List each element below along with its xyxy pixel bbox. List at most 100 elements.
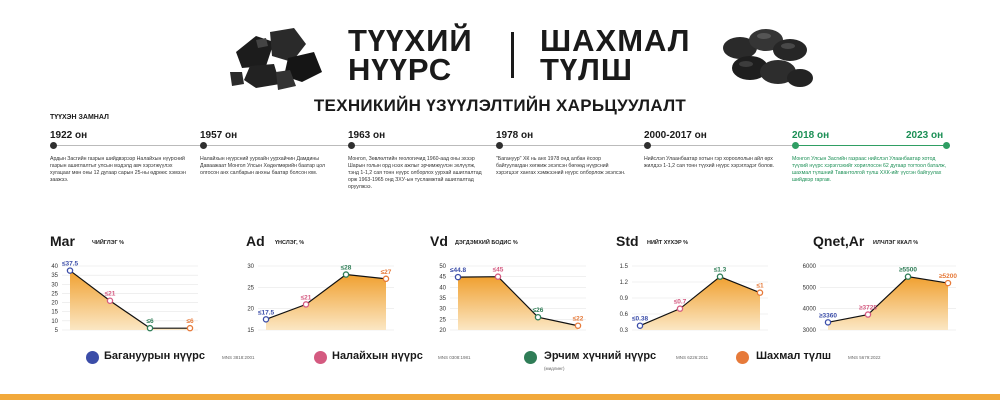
y-tick-label: 5: [55, 328, 59, 334]
legend-label-briquette: Шахмал түлш: [756, 350, 832, 362]
chart-title-ad: Ad: [246, 233, 265, 249]
data-point: [716, 273, 724, 280]
y-tick-label: 40: [439, 285, 446, 291]
data-label: ≤26: [533, 307, 544, 314]
data-point: [864, 311, 872, 318]
legend-extra-energy: (мидлинг): [544, 366, 565, 371]
timeline-text-1963: Монгол, Зөвлөлтийн геологичид 1960-аад о…: [348, 156, 482, 190]
y-tick-label: 45: [439, 275, 446, 281]
chart-subtitle-ad: ҮНСЛЭГ, %: [275, 240, 305, 246]
data-point: [342, 271, 350, 278]
data-label: ≤6: [186, 318, 194, 325]
y-tick-label: 25: [439, 317, 446, 323]
data-point: [66, 267, 74, 274]
y-tick-label: 15: [247, 328, 254, 334]
data-point: [756, 289, 764, 296]
y-tick-label: 6000: [803, 264, 817, 270]
chart-subtitle-qnet: ИЛЧЛЭГ ККАЛ %: [873, 240, 919, 246]
data-point: [534, 313, 542, 321]
data-label: ≤45: [493, 267, 504, 274]
series-line: [457, 276, 579, 327]
data-label: ≤21: [301, 294, 312, 301]
legend-dot-briquette: [736, 351, 749, 364]
y-tick-label: 0.9: [620, 296, 629, 302]
data-point: [302, 301, 310, 308]
chart-title-mar: Mar: [50, 233, 75, 249]
y-tick-label: 20: [439, 328, 446, 334]
series-area: [70, 270, 190, 330]
legend-label-energy: Эрчим хүчний нүүрс: [544, 350, 657, 362]
y-tick-label: 30: [247, 264, 254, 270]
y-tick-label: 1.2: [620, 280, 629, 286]
y-tick-label: 3000: [803, 328, 817, 334]
y-tick-label: 1.5: [620, 264, 629, 270]
y-tick-label: 35: [439, 296, 446, 302]
legend-dot-nalaikh: [314, 351, 327, 364]
raw-coal-title: ТҮҮХИЙ НҮҮРС: [348, 23, 473, 87]
data-label: ≤28: [341, 265, 352, 272]
y-tick-label: 20: [247, 307, 254, 313]
chart-std: 0.3 0.6 0.9 1.2 1.5 ≤0.38 ≤0.7 ≤1.3 ≤1: [620, 264, 768, 334]
timeline-year-2018: 2018 он: [792, 130, 830, 141]
briquette-image: [723, 29, 813, 87]
data-point: [676, 305, 684, 312]
data-label: ≤37.5: [62, 261, 79, 268]
data-point: [262, 316, 270, 323]
chart-subtitle-vd: ДЭГДЭМХИЙ БОДИС %: [455, 240, 518, 246]
series-line: [265, 273, 387, 320]
data-point: [904, 273, 912, 280]
timeline-dot: [943, 142, 950, 149]
data-label: ≤6: [146, 318, 154, 325]
chart-ad: 15 20 25 30 ≤17.5 ≤21 ≤28 ≤27: [247, 264, 394, 334]
series-area: [640, 276, 760, 330]
timeline-heading: ТҮҮХЭН ЗАМНАЛ: [50, 114, 109, 121]
chart-qnet: 3000 4000 5000 6000 ≥3360 ≥3725 ≥5500 ≥5200: [803, 264, 958, 334]
y-tick-label: 25: [247, 285, 254, 291]
y-tick-label: 10: [51, 319, 58, 325]
timeline-dot: [644, 142, 651, 149]
timeline-line-highlight: [792, 145, 950, 146]
timeline-year-2000-2017: 2000-2017 он: [644, 130, 707, 141]
data-label: ≤21: [105, 291, 116, 298]
timeline-text-2000-2017: Нийслэл Улаанбаатар хотын гэр хороололын…: [644, 156, 775, 169]
timeline-year-1957: 1957 он: [200, 130, 238, 141]
series-line: [69, 270, 190, 329]
timeline-dot: [496, 142, 503, 149]
legend-standard-briquette: MNS 5679:2022: [848, 355, 881, 360]
chart-title-vd: Vd: [430, 233, 448, 249]
timeline-text-1957: Налайхын нүүрсний уурхайн уурхайчин Дамд…: [200, 156, 326, 176]
y-tick-label: 0.3: [620, 328, 629, 334]
timeline-dot: [200, 142, 207, 149]
y-tick-label: 15: [51, 310, 58, 316]
raw-coal-title-line2: НҮҮРС: [348, 52, 453, 87]
y-tick-label: 25: [51, 291, 58, 297]
y-tick-label: 30: [439, 307, 446, 313]
y-tick-label: 20: [51, 301, 58, 307]
chart-vd: 20 25 30 35 40 45 50 ≤44.8 ≤45 ≤26 ≤22: [439, 264, 586, 334]
series-line: [827, 276, 949, 323]
data-label: ≤17.5: [258, 309, 275, 316]
y-tick-label: 4000: [803, 307, 817, 313]
bottom-accent-bar: [0, 394, 1000, 400]
data-point: [454, 273, 462, 281]
raw-coal-title-line1: ТҮҮХИЙ: [348, 23, 473, 58]
chart-subtitle-mar: ЧИЙГЛЭГ %: [92, 240, 125, 246]
data-label: ≤27: [381, 269, 392, 276]
legend-standard-energy: MNS 6226:2011: [676, 355, 709, 360]
data-label: ≤22: [573, 316, 584, 323]
legend-dot-energy: [524, 351, 537, 364]
title-divider: [511, 32, 514, 78]
data-point: [106, 297, 114, 304]
data-point: [146, 324, 154, 332]
page-subtitle: ТЕХНИКИЙН ҮЗҮҮЛЭЛТИЙН ХАРЬЦУУЛАЛТ: [313, 96, 687, 115]
data-label: ≥5500: [899, 267, 917, 274]
data-label: ≤44.8: [450, 267, 467, 274]
legend-dot-baganuur: [86, 351, 99, 364]
series-area: [266, 274, 386, 330]
legend-label-baganuur: Багануурын нүүрс: [104, 350, 205, 362]
chart-subtitle-std: НИЙТ ХҮХЭР %: [647, 240, 689, 246]
data-point: [574, 322, 582, 329]
data-label: ≤0.38: [632, 316, 649, 323]
data-point: [382, 275, 390, 283]
timeline-dot: [792, 142, 799, 149]
